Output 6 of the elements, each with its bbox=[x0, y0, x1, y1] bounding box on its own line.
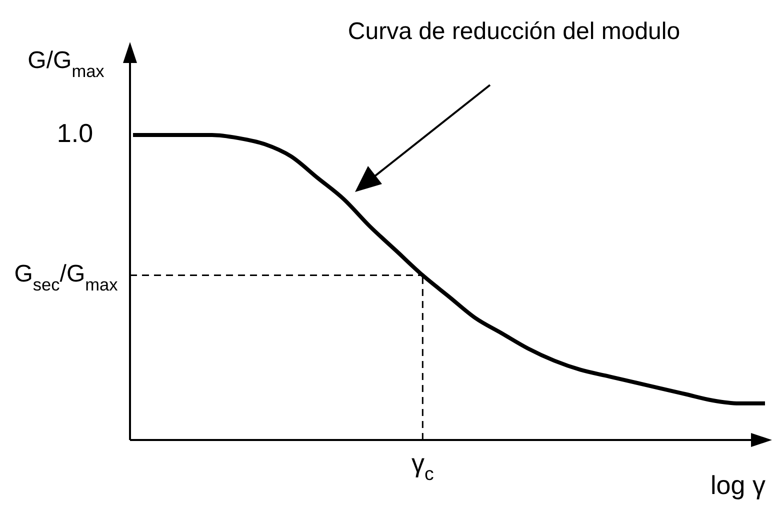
x-axis-title: log γ bbox=[710, 470, 766, 500]
ref-line-label: G$_{sec}$/G$_{max}$ bbox=[14, 260, 118, 294]
y-axis-title: G/G$_{max}$ bbox=[28, 47, 105, 81]
text: 1.0 bbox=[56, 118, 94, 148]
annotation: γ$_{c}$ bbox=[411, 448, 434, 484]
text: Curva de reducción del modulo bbox=[348, 18, 680, 46]
